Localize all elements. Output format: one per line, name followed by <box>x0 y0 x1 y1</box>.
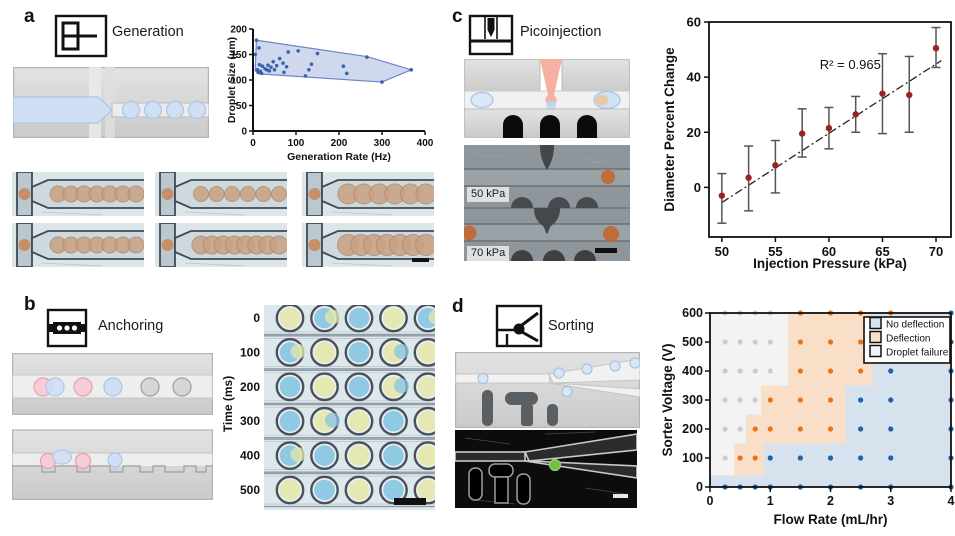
picoinjection-icon <box>468 14 514 56</box>
svg-text:150: 150 <box>230 50 247 61</box>
panel-c-title: Picoinjection <box>520 24 602 40</box>
svg-text:50: 50 <box>236 101 248 112</box>
injection-stream <box>540 59 562 99</box>
svg-text:0: 0 <box>694 180 701 195</box>
electrode <box>482 390 493 426</box>
svg-text:300: 300 <box>682 393 703 407</box>
sorting-icon <box>495 304 543 348</box>
scale-bar <box>412 258 429 262</box>
svg-text:20: 20 <box>687 125 701 140</box>
pressure-label-70kpa: 70 kPa <box>467 246 510 261</box>
svg-text:100: 100 <box>288 138 305 149</box>
svg-text:3: 3 <box>887 494 894 508</box>
scale-bar <box>595 248 617 253</box>
svg-text:40: 40 <box>687 70 701 85</box>
scale-bar <box>613 494 628 498</box>
injection-pressure-chart: 50 55 60 65 70 0 20 40 60 R² = 0.965 Injection Pre… <box>662 15 952 271</box>
svg-text:0: 0 <box>241 127 247 138</box>
svg-text:2: 2 <box>827 494 834 508</box>
svg-text:70: 70 <box>929 244 943 259</box>
svg-text:60: 60 <box>687 15 701 30</box>
svg-text:Generation Rate (Hz): Generation Rate (Hz) <box>287 151 391 163</box>
sorting-schematic <box>455 352 640 428</box>
svg-text:Droplet failure: Droplet failure <box>886 348 949 359</box>
dispersed-phase-stream <box>13 96 113 124</box>
svg-text:400: 400 <box>682 364 703 378</box>
electrode <box>577 115 597 138</box>
svg-text:300: 300 <box>374 138 391 149</box>
generation-rate-size-chart: 0 100 200 300 400 0 50 100 150 200 Generation Rate… <box>226 25 434 164</box>
svg-text:Sorter Voltage (V): Sorter Voltage (V) <box>660 343 675 456</box>
svg-text:Injection Pressure (kPa): Injection Pressure (kPa) <box>753 256 907 271</box>
svg-text:0: 0 <box>250 138 256 149</box>
svg-text:600: 600 <box>682 306 703 320</box>
anchoring-schematic-side <box>12 429 213 500</box>
electrode <box>505 392 538 405</box>
panel-b-letter: b <box>24 294 36 315</box>
legend: No deflection Deflection Droplet failure <box>863 316 951 364</box>
picoinjection-schematic <box>464 59 630 138</box>
svg-text:100: 100 <box>240 345 260 359</box>
electrode <box>547 404 558 426</box>
svg-text:1: 1 <box>767 494 774 508</box>
generation-micrograph-3 <box>302 172 434 216</box>
electrode <box>540 115 560 138</box>
sorting-micrograph <box>455 430 637 508</box>
panel-a-title: Generation <box>112 24 184 40</box>
svg-text:R² = 0.965: R² = 0.965 <box>820 57 881 72</box>
anchoring-timelapse-micrograph <box>264 305 435 510</box>
electrode <box>503 115 523 138</box>
panel-b-title: Anchoring <box>98 318 164 334</box>
fluorescent-droplet <box>549 459 561 471</box>
svg-text:100: 100 <box>230 76 247 87</box>
pressure-label-50kpa: 50 kPa <box>467 187 510 202</box>
svg-text:0: 0 <box>696 480 703 494</box>
anchoring-icon <box>46 308 88 348</box>
svg-text:No deflection: No deflection <box>886 320 944 331</box>
generation-micrograph-6 <box>302 223 434 267</box>
time-axis: 0 100 200 300 400 500 Time (ms) <box>222 311 260 497</box>
anchoring-schematic-top <box>12 353 213 415</box>
svg-text:0: 0 <box>707 494 714 508</box>
generation-icon <box>54 14 108 58</box>
svg-text:500: 500 <box>682 335 703 349</box>
svg-text:55: 55 <box>768 244 782 259</box>
svg-text:200: 200 <box>240 380 260 394</box>
picoinjection-micrograph <box>464 145 630 261</box>
svg-text:100: 100 <box>682 451 703 465</box>
sorting-phase-chart: 0 1 2 3 4 0 100 200 300 400 500 600 No deflection Def… <box>660 306 955 527</box>
generation-micrograph-4 <box>12 223 144 267</box>
panel-c-letter: c <box>452 6 463 27</box>
svg-text:Diameter Percent Change: Diameter Percent Change <box>662 47 677 212</box>
svg-text:500: 500 <box>240 483 260 497</box>
panel-a-letter: a <box>24 6 35 27</box>
svg-text:300: 300 <box>240 414 260 428</box>
svg-text:Deflection: Deflection <box>886 334 930 345</box>
scale-bar <box>394 498 426 505</box>
generation-micrograph-2 <box>155 172 287 216</box>
svg-text:0: 0 <box>253 311 260 325</box>
svg-text:200: 200 <box>230 25 247 36</box>
svg-text:200: 200 <box>331 138 348 149</box>
anchor-wells <box>12 465 213 473</box>
svg-text:60: 60 <box>822 244 836 259</box>
svg-text:200: 200 <box>682 422 703 436</box>
svg-text:Time (ms): Time (ms) <box>222 376 235 432</box>
svg-text:50: 50 <box>715 244 729 259</box>
panel-d-title: Sorting <box>548 318 594 334</box>
panel-d-letter: d <box>452 296 464 317</box>
svg-text:Droplet Size (μm): Droplet Size (μm) <box>226 37 238 123</box>
generation-schematic <box>13 67 209 138</box>
svg-text:4: 4 <box>948 494 955 508</box>
generation-micrograph-5 <box>155 223 287 267</box>
svg-text:400: 400 <box>240 449 260 463</box>
svg-text:400: 400 <box>417 138 434 149</box>
svg-text:Flow Rate (mL/hr): Flow Rate (mL/hr) <box>774 512 888 527</box>
svg-text:65: 65 <box>875 244 889 259</box>
generation-micrograph-1 <box>12 172 144 216</box>
